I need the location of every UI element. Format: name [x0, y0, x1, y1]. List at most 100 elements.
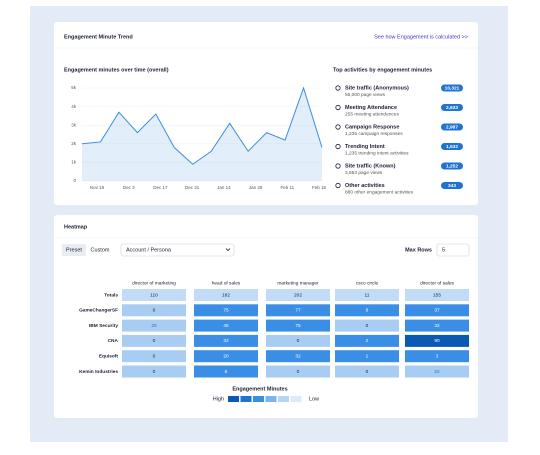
badge — [441, 162, 463, 170]
cell-value: 29 — [151, 323, 157, 329]
activity-value: 1,532 — [446, 144, 458, 150]
badge — [441, 123, 463, 131]
cell-value: 8 — [366, 308, 369, 314]
legend-swatch — [253, 396, 264, 402]
y-tick-label: 1k — [71, 160, 77, 165]
y-tick-label: 5k — [71, 85, 77, 90]
heatmap-cell — [122, 365, 186, 378]
x-tick-label: Dec 17 — [153, 185, 168, 190]
area — [82, 88, 322, 181]
cell-value: 155 — [433, 292, 441, 298]
cell-value: 20 — [223, 353, 229, 359]
activity-detail: 880 other engagement activities — [345, 189, 414, 195]
activity-detail: 255 meeting attendences — [345, 111, 399, 117]
cell-value: 0 — [153, 338, 156, 344]
heatmap-cell — [122, 350, 186, 363]
link[interactable]: See how Engagement is calculated >> — [374, 34, 468, 40]
legend-swatch — [290, 396, 302, 402]
cell-value: 90 — [434, 338, 440, 344]
x-tick-label: Feb 18 — [312, 185, 327, 190]
cell-value: 2 — [366, 338, 369, 344]
activity-name: Trending Intent — [345, 144, 385, 150]
column-header: marketing manager — [277, 280, 319, 286]
row-label: Equisoft — [99, 353, 119, 359]
cell-value: 45 — [223, 323, 229, 329]
legend-swatch — [228, 396, 239, 402]
heatmap-cell — [194, 304, 258, 317]
activity-detail: 55,000 page views — [345, 92, 386, 98]
icon — [335, 143, 341, 150]
activity-name: Meeting Attendance — [345, 105, 397, 111]
chart-title: Engagement minutes over time (overall) — [64, 67, 169, 73]
activity-value: 10,321 — [445, 85, 460, 91]
dropdown-value: Account / Persona — [126, 247, 172, 253]
cell-value: 202 — [294, 292, 302, 298]
y-tick-label: 0 — [73, 178, 76, 183]
y-tick-label: 2k — [71, 141, 77, 146]
legend-label: Low — [309, 396, 319, 402]
heatmap-cell — [405, 289, 469, 301]
x-tick-label: Nov 19 — [90, 185, 105, 190]
heatmap-cell — [194, 319, 258, 332]
heatmap-cell — [122, 334, 186, 347]
cell-value: 75 — [223, 308, 229, 314]
heatmap-cell — [335, 350, 399, 363]
tab-selected[interactable] — [62, 244, 86, 256]
tab[interactable]: Custom — [91, 247, 110, 253]
badge — [441, 182, 463, 189]
cell-value: 110 — [150, 292, 158, 298]
heatmap-cell — [122, 319, 186, 332]
cell-value: 0 — [153, 369, 156, 375]
list-title: Top activities by engagement minutes — [333, 67, 432, 73]
heatmap-cell — [335, 289, 399, 301]
y-tick-label: 4k — [71, 104, 77, 109]
heatmap-cell — [266, 304, 330, 317]
legend-swatch — [265, 396, 277, 402]
cell-value: 3 — [436, 353, 439, 359]
dropdown[interactable] — [120, 243, 235, 257]
cell-value: 32 — [295, 353, 301, 359]
activity-value: 1,252 — [446, 163, 458, 169]
cell-value: 0 — [297, 369, 300, 375]
icon — [335, 124, 341, 130]
heatmap-cell — [335, 334, 399, 347]
row-label: CNA — [108, 338, 119, 344]
cell-value: 182 — [222, 292, 230, 298]
card-title: Engagement Minute Trend — [64, 34, 133, 40]
card-title: Heatmap — [64, 224, 88, 230]
activity-value: 343 — [448, 183, 456, 189]
activity-value: 2,987 — [446, 124, 458, 130]
activity-name: Site traffic (Known) — [345, 163, 396, 169]
icon — [335, 182, 341, 189]
legend-swatch — [278, 396, 289, 402]
trend-card — [54, 22, 478, 205]
heatmap-cell — [194, 289, 258, 301]
cell-value: 22 — [434, 369, 440, 375]
icon — [335, 85, 341, 91]
activity-detail: 3,663 page views — [345, 170, 383, 176]
activity-name: Campaign Response — [345, 124, 399, 130]
heatmap-cell — [266, 319, 330, 332]
column-header: director of sales — [420, 280, 454, 286]
input[interactable] — [436, 243, 470, 257]
x-tick-label: Jan 14 — [217, 185, 231, 190]
legend-title: Engagement Minutes — [232, 386, 287, 392]
heatmap-cell — [122, 304, 186, 317]
x-tick-label: Jan 28 — [249, 185, 263, 190]
cell-value: 32 — [434, 323, 440, 329]
cell-value: 0 — [366, 323, 369, 329]
tab[interactable]: Preset — [66, 247, 82, 253]
cell-value: 1 — [366, 353, 369, 359]
heatmap-cell — [405, 350, 469, 363]
heatmap-cell — [405, 365, 469, 378]
heatmap-cell — [405, 304, 469, 317]
cell-value: 37 — [434, 308, 440, 314]
heatmap-cell — [335, 319, 399, 332]
heatmap-cell — [194, 365, 258, 378]
cell-value: 75 — [295, 323, 301, 329]
y-tick-label: 3k — [71, 122, 77, 127]
heatmap-cell — [122, 289, 186, 301]
legend-label: High — [213, 396, 224, 402]
badge — [441, 84, 463, 92]
